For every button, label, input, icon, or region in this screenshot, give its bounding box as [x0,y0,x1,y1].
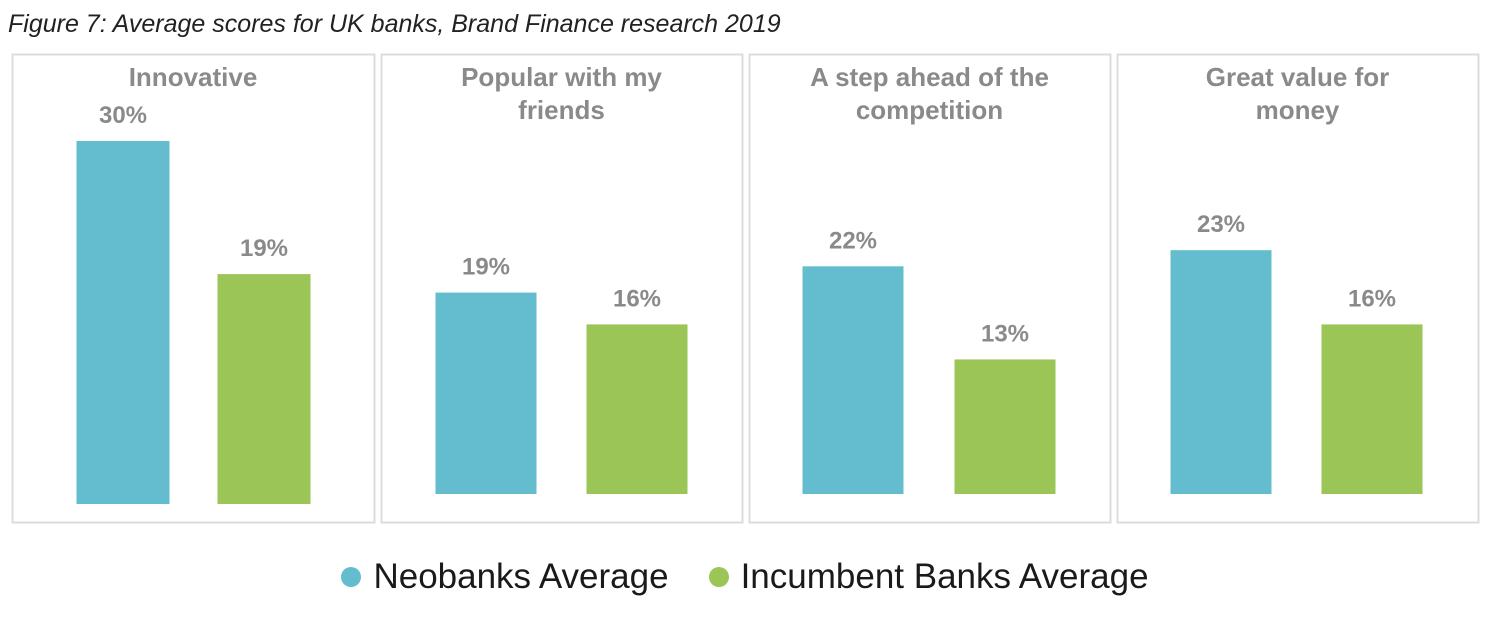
bar-neobanks [1170,250,1272,494]
chart-legend: Neobanks Average Incumbent Banks Average [0,553,1490,601]
legend-marker-incumbent [708,567,729,587]
chart-panel-1: Innovative 30% 19% [11,53,376,524]
data-label: 16% [1348,285,1396,312]
bar-incumbent [1321,324,1423,494]
bar-neobanks [76,141,170,504]
legend-marker-neobanks [341,567,362,587]
data-label: 19% [240,235,288,262]
bar-neobanks [435,292,537,494]
data-label: 16% [613,285,661,312]
panel-title-line: friends [518,95,605,125]
legend-item-neobanks: Neobanks Average [341,557,669,597]
bar-incumbent [586,324,688,494]
legend-label-incumbent: Incumbent Banks Average [740,557,1149,596]
panel-title-line: A step ahead of the [810,62,1049,92]
data-label: 22% [829,227,877,254]
panel-title-line: Popular with my [461,62,662,92]
legend-label-neobanks: Neobanks Average [373,557,669,596]
panel-frame [11,53,376,524]
data-label: 23% [1197,211,1245,238]
panel-title-line: Great value for [1206,62,1390,92]
data-label: 19% [462,254,510,281]
panel-title-line: Innovative [129,62,258,92]
data-label: 13% [981,320,1029,347]
bar-incumbent [217,274,311,504]
figure-title: Figure 7: Average scores for UK banks, B… [8,10,781,38]
legend-item-incumbent: Incumbent Banks Average [708,557,1149,597]
bar-incumbent [954,359,1056,494]
data-label: 30% [99,102,147,129]
panel-title-line: competition [856,95,1003,125]
panel-title-line: money [1256,95,1340,125]
bar-neobanks [802,266,904,494]
